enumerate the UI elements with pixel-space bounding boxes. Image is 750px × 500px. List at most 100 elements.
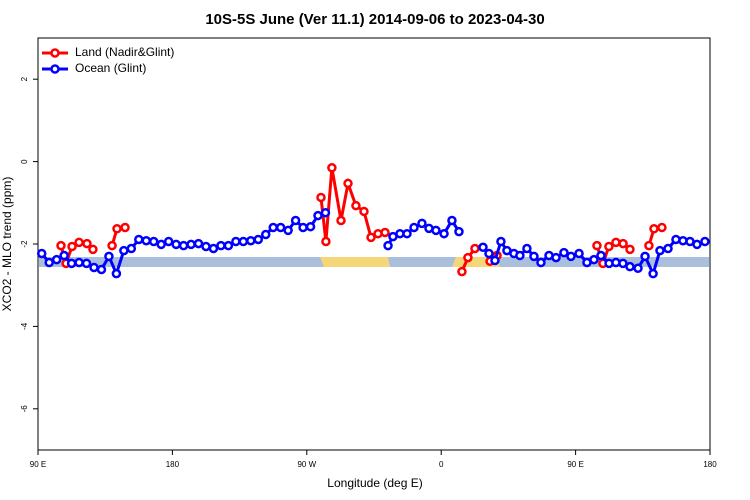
point: [321, 236, 331, 247]
point: [380, 227, 390, 238]
point: [343, 178, 353, 189]
point: [59, 250, 69, 261]
point: [327, 163, 337, 173]
point: [119, 245, 129, 256]
point: [283, 225, 293, 236]
point: [268, 222, 278, 233]
x-axis-label: Longitude (deg E): [327, 476, 422, 490]
point: [223, 240, 234, 251]
point: [655, 245, 665, 256]
point: [574, 248, 584, 259]
point: [120, 222, 130, 233]
point: [216, 240, 226, 251]
point: [383, 240, 393, 251]
point: [231, 236, 241, 247]
y-tick-label: 2: [20, 76, 29, 81]
point: [66, 258, 77, 269]
point: [56, 240, 66, 251]
point: [551, 252, 561, 263]
point: [178, 240, 189, 251]
point: [141, 235, 152, 246]
point: [366, 232, 376, 243]
point: [111, 268, 122, 279]
point: [104, 251, 114, 262]
legend-label: Ocean (Glint): [75, 61, 146, 75]
point: [454, 226, 464, 237]
point: [275, 222, 286, 233]
chart-title: 10S-5S June (Ver 11.1) 2014-09-06 to 202…: [205, 11, 544, 28]
y-tick-label: -6: [20, 405, 29, 413]
point: [604, 241, 614, 252]
point: [208, 243, 219, 254]
point: [566, 251, 576, 262]
point: [618, 258, 628, 269]
point: [253, 234, 264, 245]
point: [186, 239, 196, 250]
point: [447, 215, 457, 226]
point: [290, 215, 301, 226]
point: [618, 238, 628, 249]
x-tick-label: 180: [703, 460, 717, 469]
point: [478, 242, 488, 253]
point: [611, 237, 621, 248]
point: [88, 244, 98, 255]
point: [490, 255, 500, 266]
point: [692, 239, 702, 250]
point: [82, 238, 92, 249]
point: [107, 240, 117, 251]
x-tick-label: 90 E: [30, 460, 46, 469]
land-band: [320, 257, 390, 267]
point: [359, 206, 369, 217]
point: [246, 235, 256, 246]
point: [163, 236, 174, 247]
point: [522, 243, 532, 254]
point: [515, 250, 525, 261]
point: [316, 192, 326, 203]
x-tick-label: 90 W: [297, 460, 316, 469]
point: [648, 268, 658, 279]
legend-marker: [50, 48, 60, 58]
point: [463, 252, 473, 263]
point: [484, 248, 494, 259]
legend-label: Land (Nadir&Glint): [75, 45, 174, 59]
point: [640, 251, 650, 262]
point: [74, 237, 84, 248]
point: [313, 210, 323, 221]
point: [44, 257, 54, 268]
y-axis-label: XCO2 - MLO trend (ppm): [0, 177, 14, 312]
point: [336, 215, 346, 226]
point: [126, 243, 137, 254]
point: [633, 263, 643, 274]
point: [649, 224, 659, 234]
point: [625, 244, 635, 255]
point: [305, 221, 316, 232]
y-tick-label: -4: [20, 322, 29, 330]
point: [74, 257, 84, 268]
point: [470, 243, 480, 254]
point: [36, 248, 47, 259]
point: [496, 236, 506, 247]
point: [148, 236, 159, 247]
point: [298, 222, 308, 233]
point: [351, 200, 361, 211]
point: [439, 228, 449, 239]
point: [625, 261, 635, 272]
point: [238, 236, 249, 247]
x-tick-label: 90 E: [567, 460, 583, 469]
point: [171, 239, 181, 250]
legend-marker: [50, 64, 60, 74]
point: [402, 228, 412, 239]
y-tick-label: -2: [20, 240, 29, 248]
point: [96, 264, 107, 275]
point: [700, 236, 710, 247]
point: [260, 229, 271, 240]
point: [134, 234, 144, 245]
point: [193, 238, 204, 249]
point: [431, 225, 441, 236]
point: [644, 240, 654, 251]
point: [67, 241, 77, 252]
y-tick-label: 0: [20, 159, 29, 164]
point: [417, 218, 427, 229]
point: [536, 257, 546, 268]
